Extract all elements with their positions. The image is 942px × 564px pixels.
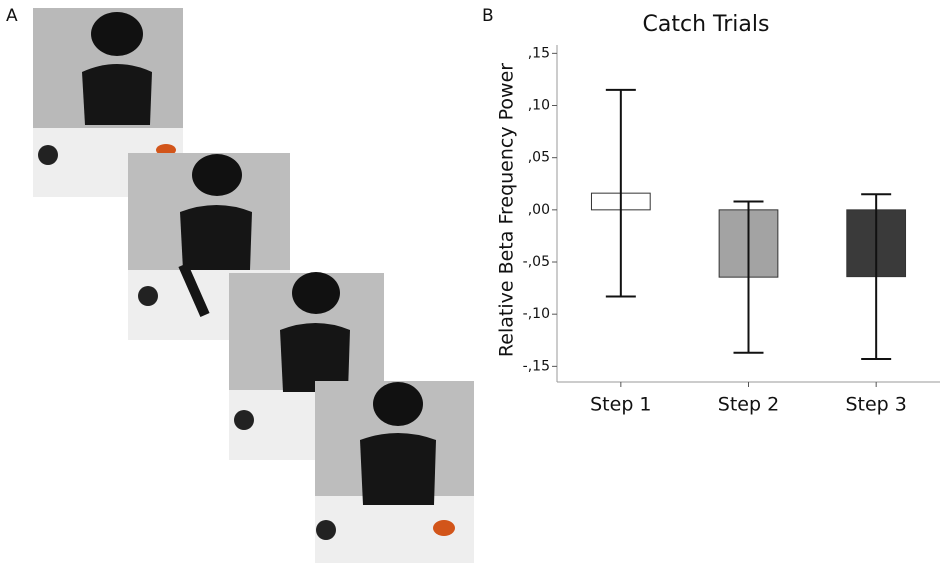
y-axis-label: Relative Beta Frequency Power: [496, 63, 518, 357]
y-tick-label: ,00: [528, 202, 550, 218]
y-tick-label: -,05: [523, 254, 550, 270]
chart-title: Catch Trials: [643, 12, 770, 37]
x-tick-label: Step 3: [845, 394, 906, 416]
y-tick-label: ,05: [528, 150, 550, 166]
x-tick-label: Step 1: [590, 394, 651, 416]
panel-label: A: [6, 6, 18, 26]
y-tick-label: ,10: [528, 98, 550, 114]
photo: [315, 381, 474, 563]
y-tick-label: -,10: [523, 306, 550, 322]
panel-label: B: [482, 6, 494, 26]
photo-sequence: [33, 8, 474, 563]
x-tick-label: Step 2: [718, 394, 779, 416]
figure: A B Catch Trials Relative Beta Frequency…: [0, 0, 942, 564]
y-tick-label: ,15: [528, 45, 550, 61]
y-tick-label: -,15: [523, 358, 550, 374]
